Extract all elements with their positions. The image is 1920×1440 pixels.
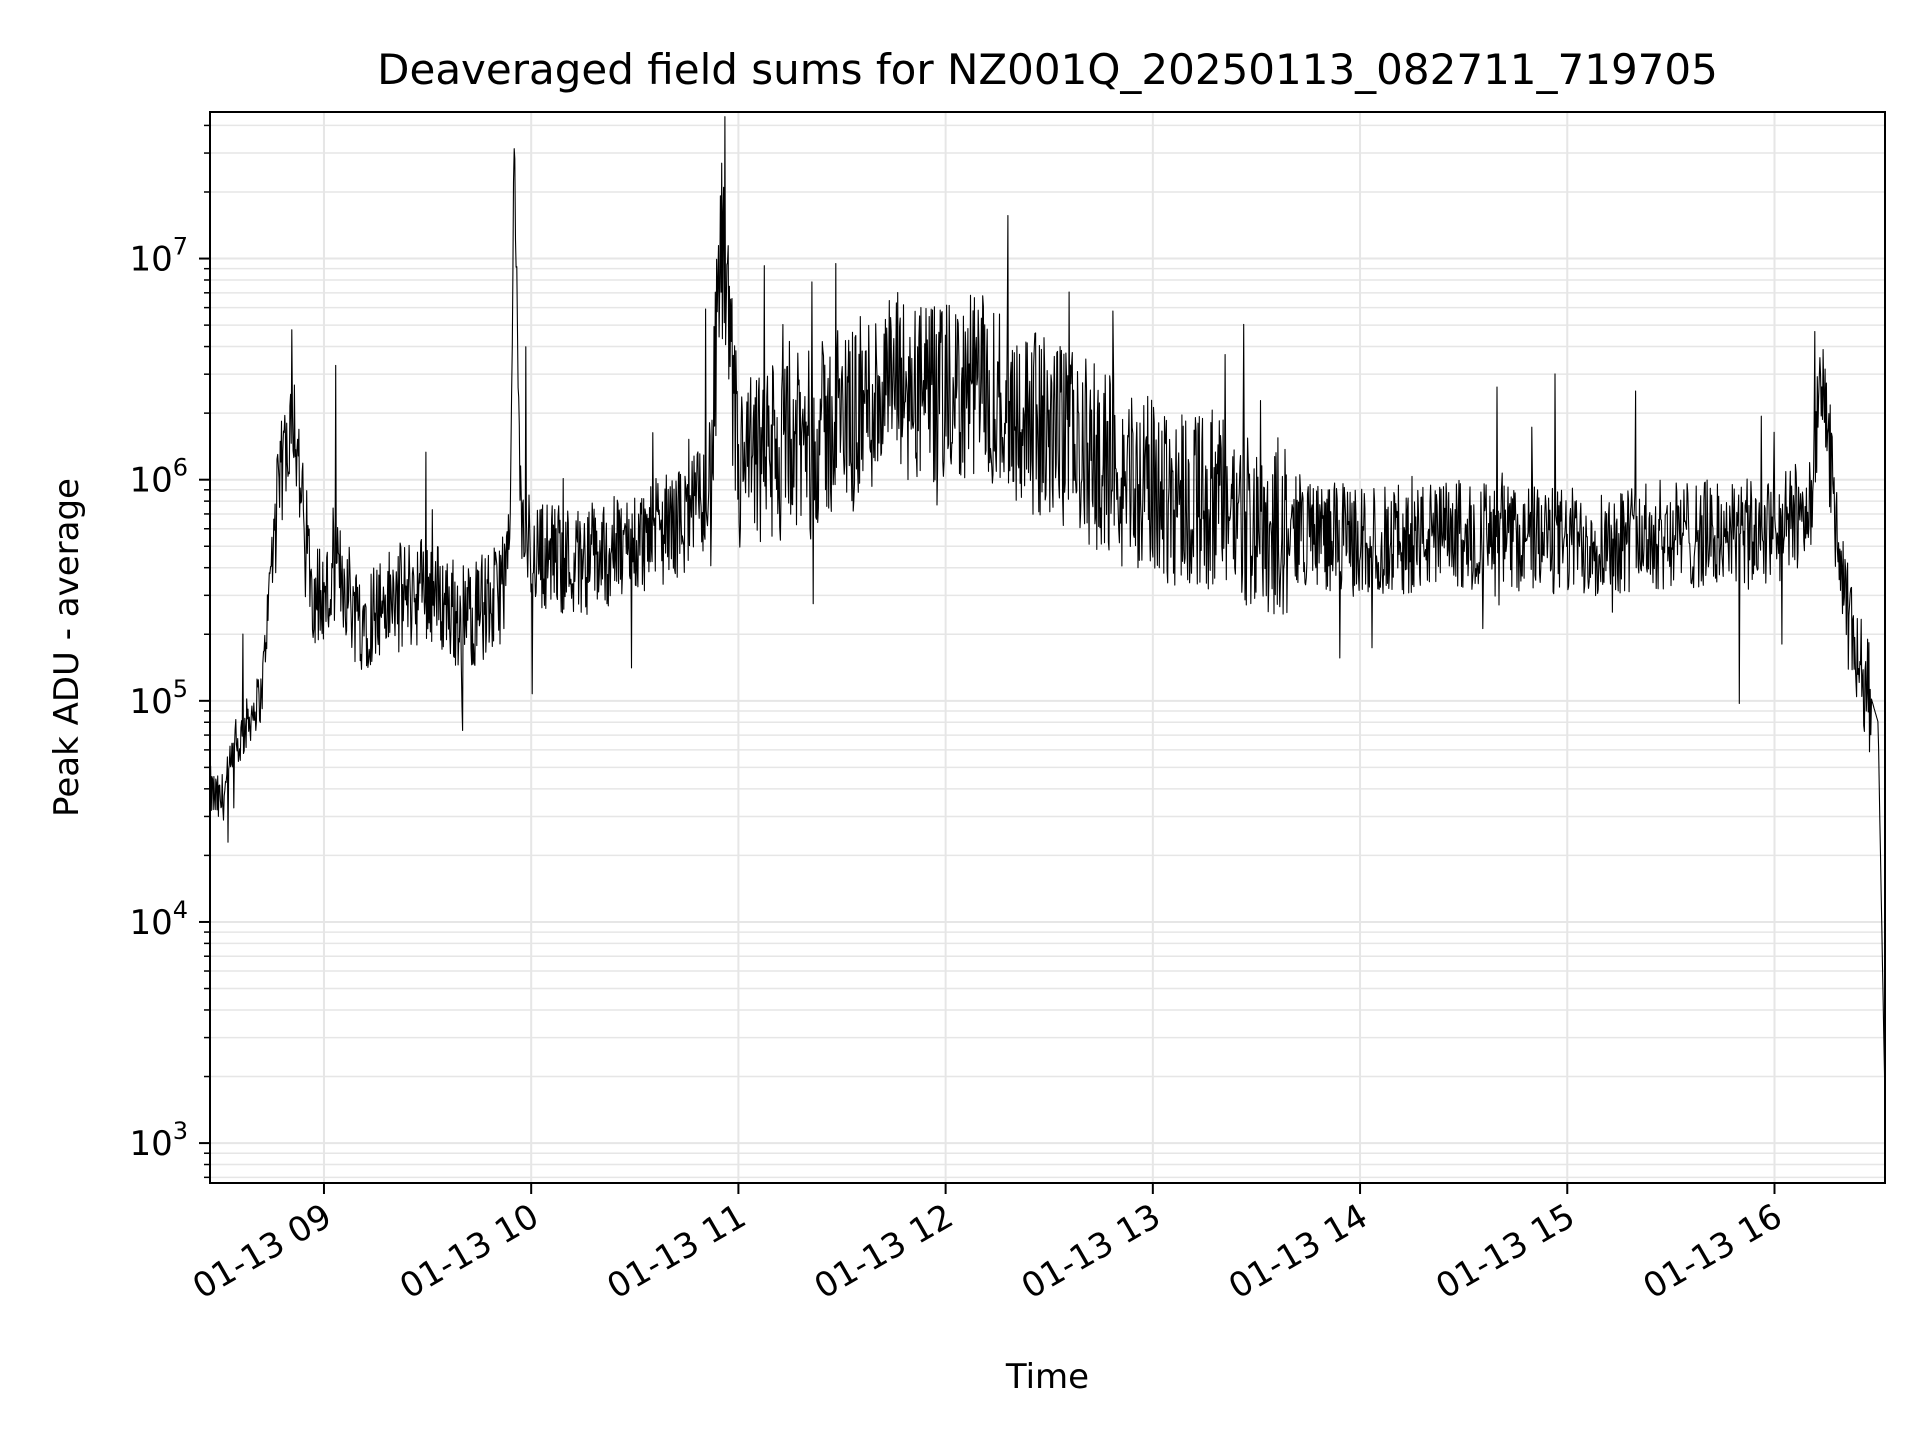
y-tick-label: 104 [129,896,188,943]
y-axis: 103 104 105 106 107 [129,124,210,1179]
minor-gridlines [210,124,1885,1179]
major-gridlines [210,112,1885,1183]
y-axis-label: Peak ADU - average [47,478,87,817]
chart-title: Deaveraged field sums for NZ001Q_2025011… [377,45,1718,94]
y-tick-label: 106 [129,454,188,501]
series-line [209,116,1886,1105]
plot-frame [209,111,1886,1184]
y-tick-label: 105 [129,675,188,722]
y-tick-label: 103 [129,1117,188,1164]
y-tick-label: 107 [129,233,188,280]
x-axis-label: Time [1005,1357,1089,1397]
series-layer [209,116,1886,1105]
